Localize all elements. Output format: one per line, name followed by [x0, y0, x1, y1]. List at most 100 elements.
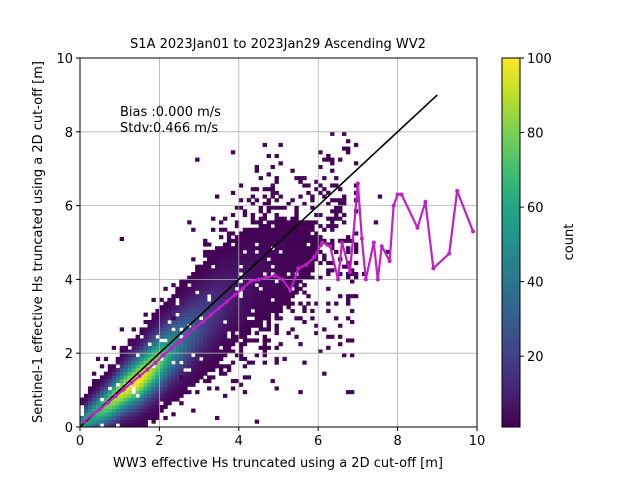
heatmap-cell [302, 176, 307, 181]
heatmap-cell [314, 331, 319, 336]
heatmap-cell [349, 294, 355, 299]
heatmap-cell [254, 312, 260, 317]
heatmap-cell [191, 371, 196, 376]
heatmap-cell [234, 275, 240, 280]
heatmap-cell [286, 275, 291, 280]
heatmap-cell [147, 393, 152, 398]
heatmap-cell [290, 224, 295, 229]
y-tick-label: 8 [65, 126, 73, 141]
heatmap-cell [238, 257, 244, 262]
heatmap-cell [250, 319, 256, 325]
heatmap-cell [95, 386, 101, 391]
heatmap-cell [151, 349, 156, 354]
x-tick-label: 6 [314, 434, 322, 449]
heatmap-cell [274, 327, 279, 332]
heatmap-cell [258, 260, 264, 266]
heatmap-cell [167, 338, 172, 343]
heatmap-cell [218, 264, 224, 269]
heatmap-cell [95, 401, 101, 406]
heatmap-cell [286, 238, 291, 243]
heatmap-cell [195, 301, 200, 306]
heatmap-cell [318, 183, 323, 188]
heatmap-cell [278, 205, 283, 210]
heatmap-cell [286, 201, 291, 206]
heatmap-cell [250, 301, 256, 306]
heatmap-cell [298, 179, 303, 184]
heatmap-cell [298, 238, 303, 243]
heatmap-cell [270, 294, 275, 299]
heatmap-cell [270, 205, 275, 210]
heatmap-cell [270, 283, 275, 288]
heatmap-cell [345, 301, 351, 306]
heatmap-cell [119, 371, 125, 376]
heatmap-cell [270, 308, 275, 314]
mean-curve-point [145, 367, 150, 372]
heatmap-cell [155, 393, 160, 398]
heatmap-cell [258, 176, 264, 181]
heatmap-cell [282, 238, 287, 243]
heatmap-cell [330, 157, 335, 162]
colorbar-tick-label: 20 [527, 350, 544, 365]
heatmap-cell [310, 249, 315, 254]
heatmap-cell [306, 268, 311, 273]
heatmap-cell [278, 264, 283, 269]
heatmap-cell [139, 404, 144, 409]
heatmap-cell [171, 364, 176, 369]
heatmap-cell [238, 316, 244, 321]
heatmap-cell [218, 364, 224, 369]
heatmap-cell [183, 319, 188, 325]
heatmap-cell [302, 253, 307, 258]
heatmap-cell [294, 238, 299, 243]
heatmap-cell [278, 224, 283, 229]
heatmap-cell [230, 327, 236, 332]
heatmap-cell [187, 279, 192, 284]
heatmap-cell [151, 316, 156, 321]
heatmap-cell [171, 319, 176, 325]
heatmap-cell [274, 294, 279, 299]
heatmap-cell [310, 235, 315, 240]
heatmap-cell [322, 187, 327, 192]
heatmap-cell [250, 323, 256, 328]
heatmap-cell [107, 412, 113, 417]
heatmap-cell [163, 386, 168, 391]
colorbar-tick-label: 100 [527, 52, 552, 67]
heatmap-cell [254, 231, 260, 236]
heatmap-cell [234, 379, 240, 384]
heatmap-cell [211, 345, 216, 350]
heatmap-cell [238, 231, 244, 236]
heatmap-cell [199, 345, 204, 350]
heatmap-cell [211, 272, 216, 277]
heatmap-cell [214, 249, 220, 254]
heatmap-cell [171, 412, 176, 417]
heatmap-cell [250, 231, 256, 236]
heatmap-cell [167, 401, 172, 406]
heatmap-cell [262, 268, 267, 273]
heatmap-cell [155, 404, 160, 409]
heatmap-cell [226, 257, 232, 262]
heatmap-cell [143, 356, 148, 361]
mean-curve-point [89, 413, 94, 418]
heatmap-cell [175, 367, 180, 373]
heatmap-cell [83, 404, 89, 409]
heatmap-cell [302, 319, 307, 325]
heatmap-cell [294, 316, 299, 321]
heatmap-cell [266, 297, 271, 302]
heatmap-cell [175, 356, 180, 361]
heatmap-cell [278, 194, 283, 199]
heatmap-cell [222, 353, 228, 358]
heatmap-cell [175, 290, 180, 295]
heatmap-cell [183, 286, 188, 291]
heatmap-cell [155, 375, 160, 380]
heatmap-cell [195, 283, 200, 288]
heatmap-cell [211, 353, 216, 358]
heatmap-cell [226, 231, 232, 236]
heatmap-cell [147, 367, 152, 373]
heatmap-cell [175, 323, 180, 328]
heatmap-cell [290, 231, 295, 236]
heatmap-cell [111, 404, 117, 409]
heatmap-cell [282, 286, 287, 291]
heatmap-cell [242, 334, 248, 339]
heatmap-cell [103, 423, 109, 427]
heatmap-cell [230, 301, 236, 306]
